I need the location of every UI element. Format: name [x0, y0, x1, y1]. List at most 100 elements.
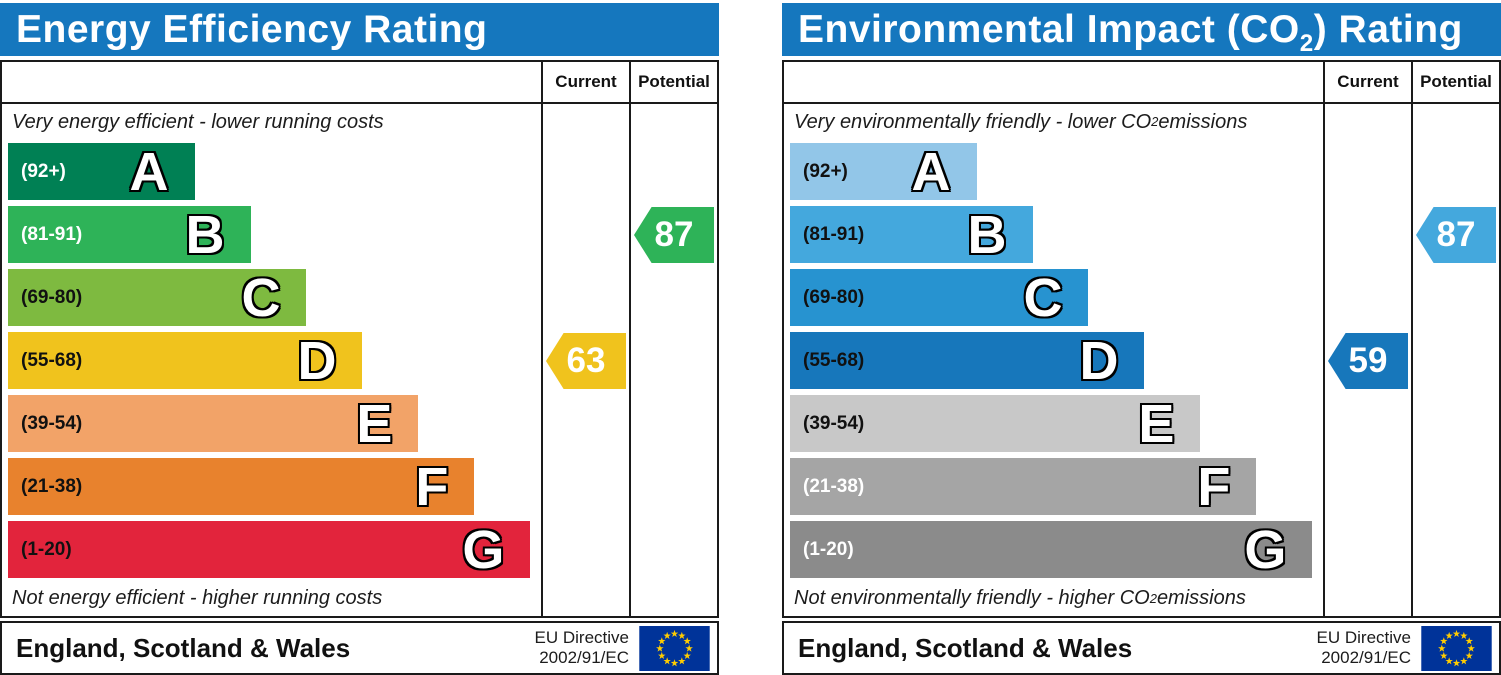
current-rating-arrow: 59: [1328, 332, 1408, 389]
top-note: Very environmentally friendly - lower CO…: [794, 110, 1248, 133]
band-row-f: (21-38) F: [2, 455, 717, 519]
eu-flag-star: [656, 644, 664, 652]
band-bar-cell: (1-20) G: [784, 518, 1323, 581]
potential-column-cell: [629, 140, 717, 204]
potential-column-cell: 87: [629, 203, 717, 267]
eu-flag-icon: [639, 625, 710, 671]
bottom-note-row: Not energy efficient - higher running co…: [2, 581, 717, 617]
column-header-row: Current Potential: [2, 62, 717, 105]
potential-column-header: Potential: [629, 62, 717, 103]
band-letter: F: [1197, 456, 1231, 517]
potential-rating-arrow: 87: [1416, 206, 1496, 263]
band-letter: C: [1023, 267, 1063, 328]
chart-footer: England, Scotland & Wales EU Directive 2…: [782, 621, 1501, 675]
band-bar-d: (55-68) D: [8, 330, 363, 391]
band-range-label: (21-38): [803, 475, 865, 497]
band-range-label: (55-68): [21, 349, 83, 371]
rating-table: Current Potential Very environmentally f…: [782, 60, 1501, 619]
band-letter: G: [1244, 519, 1287, 580]
text-part: emissions: [1156, 587, 1246, 610]
band-bar-c: (69-80) C: [8, 267, 307, 328]
text-part: ) Rating: [1313, 8, 1463, 52]
bottom-note-row: Not environmentally friendly - higher CO…: [784, 581, 1499, 617]
potential-column-cell: [629, 104, 717, 141]
current-column-cell: [1323, 455, 1411, 519]
band-row-b: (81-91) B 87: [2, 203, 717, 267]
band-range-label: (81-91): [21, 223, 83, 245]
current-column-cell: [541, 203, 629, 267]
eu-flag-star: [1460, 631, 1468, 639]
band-letter: C: [241, 267, 281, 328]
band-letter: D: [297, 330, 337, 391]
band-range-label: (81-91): [803, 223, 865, 245]
band-bar-cell: (69-80) C: [784, 266, 1323, 329]
chart-title: Energy Efficiency Rating: [16, 10, 487, 49]
current-column-cell: [541, 392, 629, 456]
band-range-label: (39-54): [803, 412, 865, 434]
band-letter: B: [967, 204, 1007, 265]
potential-column-cell: [629, 266, 717, 330]
band-range-label: (21-38): [21, 475, 83, 497]
band-letter: E: [356, 393, 393, 454]
band-bar-cell: (1-20) G: [2, 518, 541, 581]
band-range-label: (1-20): [803, 538, 854, 560]
potential-column-cell: [1411, 392, 1499, 456]
eu-directive-line1: EU Directive: [534, 627, 629, 647]
band-range-label: (39-54): [21, 412, 83, 434]
band-letter: G: [462, 519, 505, 580]
eu-directive-label: EU Directive 2002/91/EC: [535, 628, 629, 669]
band-bar-cell: (21-38) F: [784, 455, 1323, 518]
potential-rating-arrow: 87: [634, 206, 714, 263]
band-row-a: (92+) A: [2, 140, 717, 204]
band-row-b: (81-91) B 87: [784, 203, 1499, 267]
band-row-d: (55-68) D 63: [2, 329, 717, 393]
eu-flag-star: [670, 629, 679, 637]
band-rows: (92+) A (81-91) B 87 (69-80) C (55-68) D 59 (39-54…: [784, 140, 1499, 582]
chart-title-bar: Environmental Impact (CO2) Rating: [782, 3, 1501, 57]
eu-flag-star: [1460, 657, 1468, 665]
eu-flag-star: [678, 657, 686, 665]
band-bar-b: (81-91) B: [8, 204, 251, 265]
eu-flag-star: [1465, 651, 1473, 659]
current-column-cell: 59: [1323, 329, 1411, 393]
band-letter: B: [185, 204, 225, 265]
potential-column-cell: [1411, 140, 1499, 204]
eu-directive-label: EU Directive 2002/91/EC: [1317, 628, 1411, 669]
potential-column-header: Potential: [1411, 62, 1499, 103]
column-header-row: Current Potential: [784, 62, 1499, 105]
eu-flag-star: [1440, 651, 1448, 659]
band-row-e: (39-54) E: [2, 392, 717, 456]
current-column-cell: [1323, 581, 1411, 617]
band-letter: A: [129, 141, 169, 202]
text-part: Environmental Impact (CO: [798, 8, 1300, 52]
band-bar-e: (39-54) E: [8, 393, 419, 454]
eu-flag-star: [658, 636, 666, 645]
eu-flag-icon: [1421, 625, 1492, 671]
potential-column-cell: [629, 392, 717, 456]
eu-flag-stars: [656, 629, 693, 667]
band-letter: D: [1079, 330, 1119, 391]
potential-column-cell: [629, 455, 717, 519]
eu-flag-star: [663, 631, 671, 639]
text-part: Very energy efficient - lower running co…: [12, 110, 384, 133]
chart-title: Environmental Impact (CO2) Rating: [798, 8, 1463, 55]
current-column-cell: [541, 104, 629, 141]
band-bar-a: (92+) A: [8, 141, 195, 202]
band-row-g: (1-20) G: [2, 518, 717, 582]
potential-column-cell: [1411, 104, 1499, 141]
potential-column-cell: [629, 329, 717, 393]
band-range-label: (55-68): [803, 349, 865, 371]
text-part: emissions: [1158, 110, 1248, 133]
band-bar-cell: (92+) A: [2, 140, 541, 203]
eu-flag-star: [1438, 644, 1446, 652]
current-column-cell: [1323, 104, 1411, 141]
band-bar-d: (55-68) D: [790, 330, 1145, 391]
chart-footer: England, Scotland & Wales EU Directive 2…: [0, 621, 719, 675]
band-row-e: (39-54) E: [784, 392, 1499, 456]
top-note: Very energy efficient - lower running co…: [2, 104, 541, 140]
band-letter: A: [911, 141, 951, 202]
band-range-label: (92+): [803, 160, 848, 182]
current-column-cell: [541, 581, 629, 617]
potential-column-cell: [629, 581, 717, 617]
